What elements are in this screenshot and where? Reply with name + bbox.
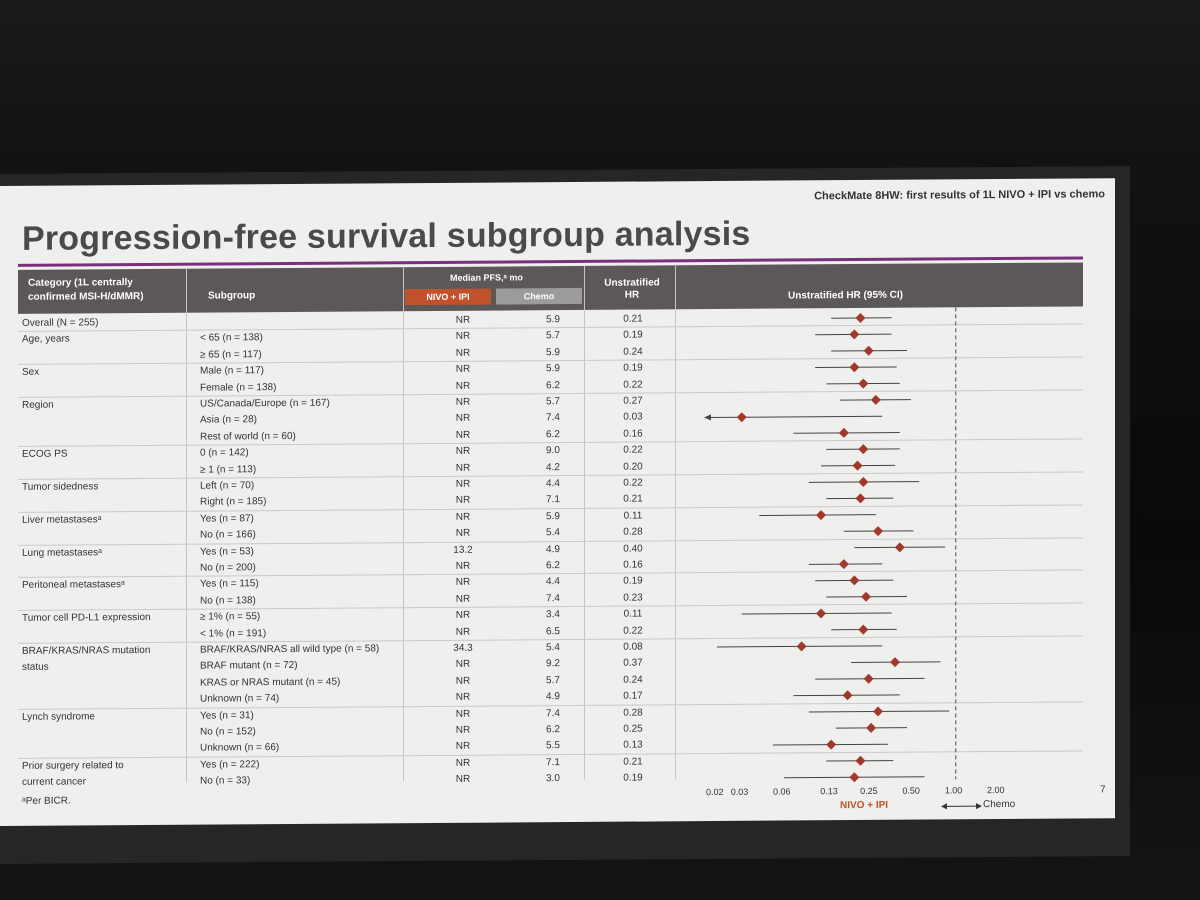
hr-marker <box>849 772 860 783</box>
hr-marker <box>736 412 747 423</box>
ci-arrow-icon <box>704 414 711 421</box>
x-tick-label: 0.50 <box>902 785 920 796</box>
hr-marker <box>838 427 849 438</box>
hr-marker <box>863 345 874 356</box>
hr-marker <box>816 608 827 619</box>
hr-marker <box>842 690 853 701</box>
x-tick-label: 0.13 <box>820 786 838 797</box>
hr-marker <box>849 329 860 340</box>
hr-marker <box>873 526 884 537</box>
hr-marker <box>838 559 849 570</box>
hr-marker <box>858 624 869 635</box>
hr-marker <box>858 444 869 455</box>
x-tick-label: 0.06 <box>773 786 791 797</box>
hr-marker <box>870 394 881 405</box>
hr-marker <box>863 673 874 684</box>
legend-chemo: Chemo <box>983 798 1016 811</box>
x-tick-label: 2.00 <box>987 784 1005 796</box>
legend-arrow-right-head <box>976 803 982 810</box>
hr-marker <box>894 542 905 553</box>
slide: CheckMate 8HW: first results of 1L NIVO … <box>0 178 1115 826</box>
hr-marker <box>855 755 866 766</box>
hr-marker <box>849 362 860 373</box>
forest-plot <box>704 307 982 810</box>
footnote: ᵃPer BICR. <box>22 795 71 807</box>
x-tick-label: 0.03 <box>730 786 749 797</box>
hr-marker <box>858 476 869 487</box>
hr-marker <box>816 510 827 521</box>
x-tick-label: 0.25 <box>860 785 878 796</box>
hr-marker <box>796 641 807 652</box>
hr-marker <box>866 722 877 733</box>
hr-marker <box>849 575 860 586</box>
hr-marker <box>826 739 837 750</box>
ci-line <box>706 415 883 418</box>
page-number: 7 <box>1100 784 1106 796</box>
x-tick-label: 0.02 <box>706 786 724 798</box>
hr-marker <box>858 378 869 389</box>
hr-marker <box>861 591 872 602</box>
hr-marker <box>873 706 884 717</box>
hr-marker <box>855 312 866 323</box>
hr-marker <box>852 460 863 471</box>
hr-marker <box>855 493 866 504</box>
x-tick-label: 1.00 <box>944 785 963 796</box>
legend-nivo: NIVO + IPI <box>840 799 889 812</box>
legend-arrow-left-head <box>941 803 947 810</box>
hr-marker <box>890 657 901 668</box>
